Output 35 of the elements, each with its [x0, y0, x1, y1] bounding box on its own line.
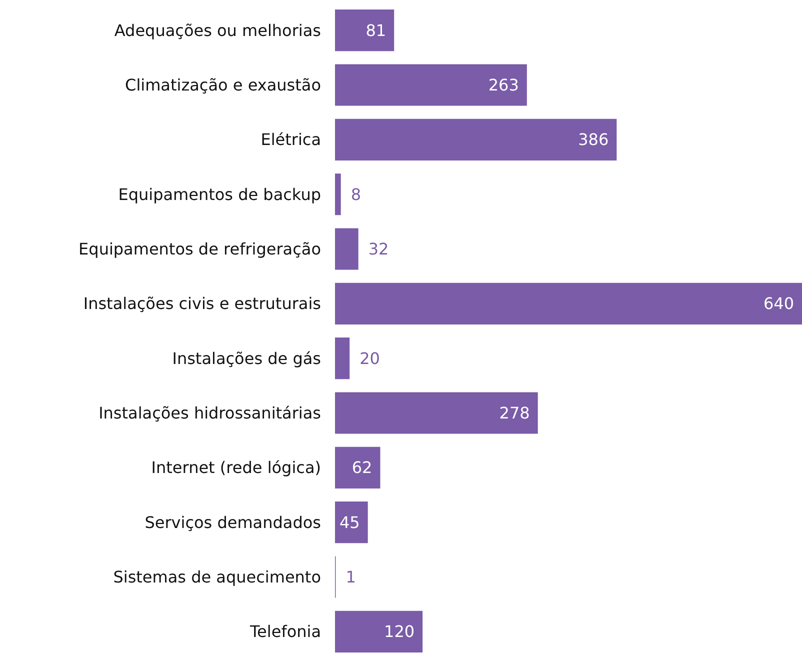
data-label: 640: [763, 294, 794, 314]
data-label: 1: [346, 568, 356, 586]
y-tick-label: Elétrica: [260, 130, 321, 150]
data-label: 120: [384, 622, 415, 642]
y-tick-label: Internet (rede lógica): [151, 458, 321, 478]
y-tick-label: Serviços demandados: [144, 512, 321, 532]
data-label: 32: [368, 240, 389, 258]
bar: [335, 502, 368, 544]
bar: [335, 392, 538, 434]
y-tick-label: Adequações ou melhorias: [114, 20, 321, 40]
y-tick-label: Equipamentos de refrigeração: [78, 240, 321, 258]
y-tick-label: Instalações de gás: [172, 348, 321, 368]
y-tick-label: Sistemas de aquecimento: [113, 568, 321, 586]
data-label: 278: [499, 404, 530, 422]
data-label: 8: [350, 184, 362, 204]
data-label: 386: [578, 130, 609, 150]
data-label: 62: [352, 458, 372, 478]
data-label: 263: [488, 76, 519, 94]
bar: [335, 118, 617, 160]
bar: [335, 64, 527, 106]
y-tick-label: Instalações civis e estruturais: [83, 294, 321, 314]
bar: [335, 446, 380, 488]
data-label: 20: [360, 348, 380, 368]
bar: [335, 610, 423, 652]
y-tick-label: Equipamentos de backup: [118, 184, 321, 204]
bar: [335, 10, 394, 52]
data-label: 81: [366, 20, 386, 40]
data-label: 45: [339, 512, 360, 532]
bar: [335, 338, 350, 380]
bar: [335, 228, 358, 270]
y-tick-label: Instalações hidrossanitárias: [98, 404, 321, 422]
bar: [335, 282, 802, 324]
bar: [335, 174, 341, 216]
y-tick-label: Telefonia: [249, 622, 321, 642]
y-tick-label: Climatização e exaustão: [125, 76, 321, 94]
